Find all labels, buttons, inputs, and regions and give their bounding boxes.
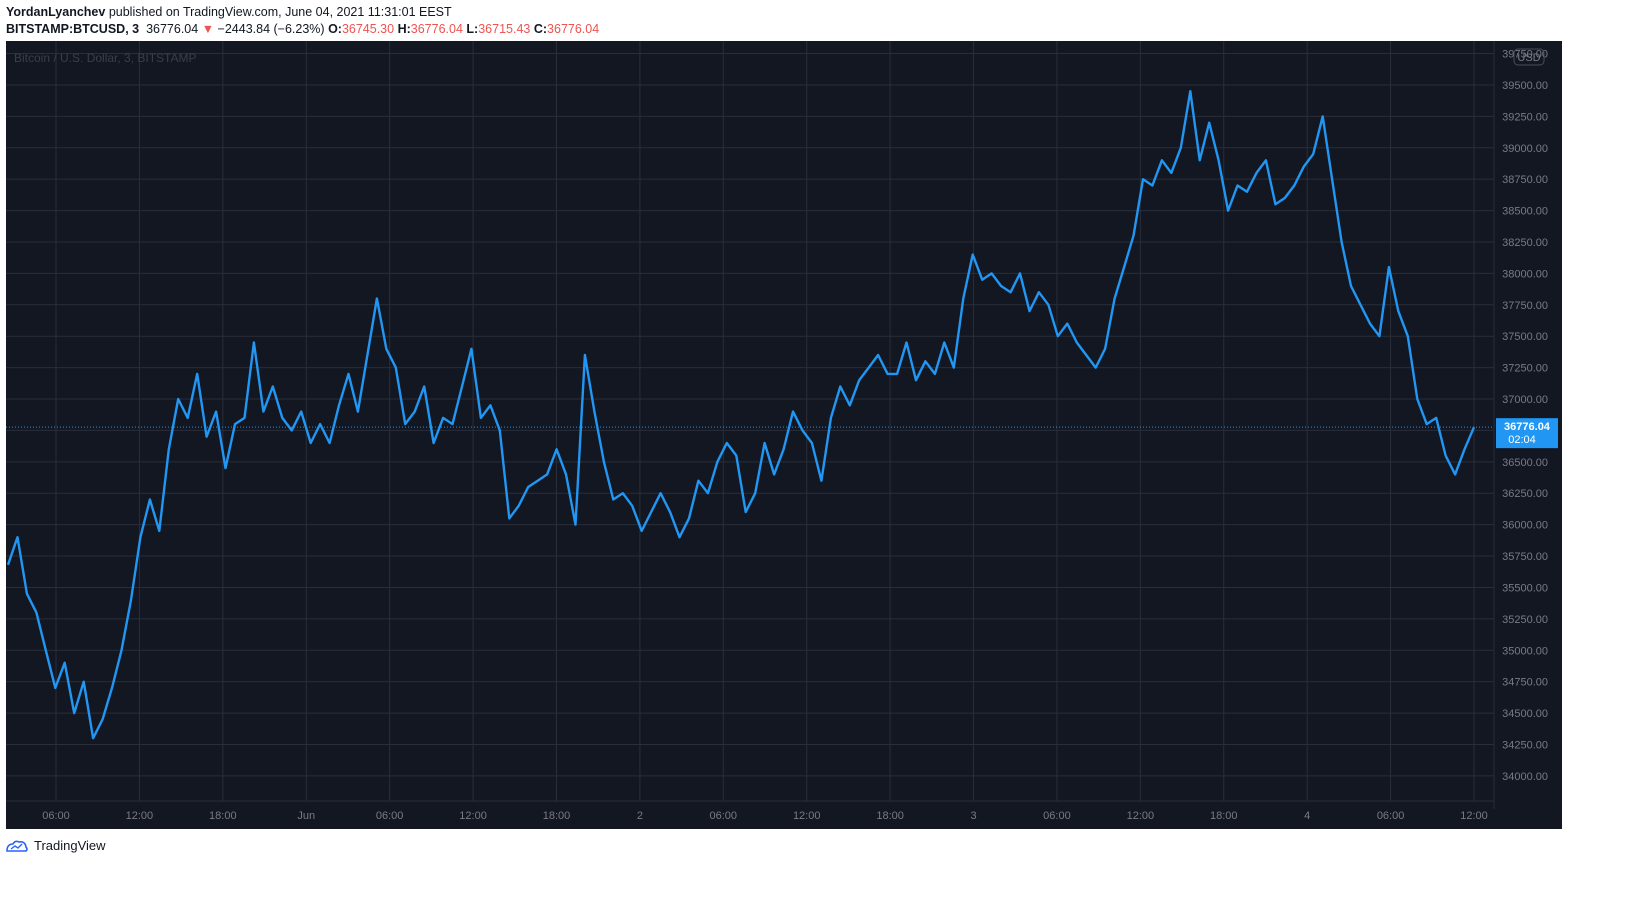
time-tick-label: Jun bbox=[297, 810, 315, 822]
price-tick-label: 37750.00 bbox=[1502, 300, 1548, 312]
price-tag-value: 36776.04 bbox=[1504, 421, 1551, 433]
close-value: 36776.04 bbox=[547, 22, 600, 36]
time-axis[interactable]: 06:00 12:00 18:00 Jun 06:00 12:00 18:00 2 06:00 1… bbox=[42, 810, 1488, 822]
time-tick-label: 06:00 bbox=[710, 810, 738, 822]
currency-label: USD bbox=[1517, 52, 1540, 64]
price-tick-label: 37500.00 bbox=[1502, 331, 1548, 343]
price-tick-label: 34000.00 bbox=[1502, 771, 1548, 783]
price-tick-label: 38750.00 bbox=[1502, 174, 1548, 186]
price-tag-box bbox=[1496, 418, 1558, 449]
time-tick-label: 3 bbox=[970, 810, 976, 822]
publish-info: YordanLyanchev published on TradingView.… bbox=[6, 5, 452, 19]
price-chart[interactable]: Bitcoin / U.S. Dollar, 3, BITSTAMP 39750… bbox=[6, 41, 1562, 829]
price-tick-label: 35750.00 bbox=[1502, 551, 1548, 563]
tradingview-brand[interactable]: TradingView bbox=[6, 838, 106, 853]
time-tick-label: 18:00 bbox=[209, 810, 237, 822]
price-tick-label: 39000.00 bbox=[1502, 143, 1548, 155]
chart-background bbox=[6, 41, 1562, 829]
low-value: 36715.43 bbox=[478, 22, 531, 36]
low-label: L: bbox=[466, 22, 479, 36]
time-tick-label: 12:00 bbox=[1460, 810, 1488, 822]
price-tag-countdown: 02:04 bbox=[1508, 434, 1536, 446]
down-arrow-icon: ▼ bbox=[201, 22, 215, 36]
ohlc-legend: BITSTAMP:BTCUSD, 3 36776.04 ▼ −2443.84 (… bbox=[6, 22, 599, 36]
time-tick-label: 06:00 bbox=[376, 810, 404, 822]
price-tick-label: 35000.00 bbox=[1502, 645, 1548, 657]
time-tick-label: 12:00 bbox=[1127, 810, 1155, 822]
time-tick-label: 18:00 bbox=[876, 810, 904, 822]
price-tick-label: 36500.00 bbox=[1502, 457, 1548, 469]
price-tick-label: 34250.00 bbox=[1502, 739, 1548, 751]
price-tick-label: 38500.00 bbox=[1502, 206, 1548, 218]
last-price: 36776.04 bbox=[146, 22, 199, 36]
price-tick-label: 36250.00 bbox=[1502, 488, 1548, 500]
author-name[interactable]: YordanLyanchev bbox=[6, 5, 106, 19]
price-tick-label: 39500.00 bbox=[1502, 80, 1548, 92]
open-label: O: bbox=[328, 22, 342, 36]
time-tick-label: 12:00 bbox=[793, 810, 821, 822]
time-tick-label: 18:00 bbox=[1210, 810, 1238, 822]
price-series-line[interactable] bbox=[6, 90, 1476, 740]
open-value: 36745.30 bbox=[341, 22, 395, 36]
time-tick-label: 06:00 bbox=[42, 810, 70, 822]
symbol-label[interactable]: BITSTAMP:BTCUSD, 3 bbox=[6, 22, 140, 36]
grid-lines bbox=[6, 41, 1494, 801]
time-tick-label: 12:00 bbox=[459, 810, 487, 822]
time-tick-label: 06:00 bbox=[1377, 810, 1405, 822]
time-tick-label: 4 bbox=[1304, 810, 1310, 822]
chart-watermark: Bitcoin / U.S. Dollar, 3, BITSTAMP bbox=[14, 51, 197, 65]
price-tick-label: 37000.00 bbox=[1502, 394, 1548, 406]
time-tick-label: 18:00 bbox=[543, 810, 571, 822]
time-tick-label: 12:00 bbox=[126, 810, 154, 822]
price-tick-label: 39250.00 bbox=[1502, 111, 1548, 123]
price-tick-label: 36000.00 bbox=[1502, 520, 1548, 532]
close-label: C: bbox=[533, 22, 548, 36]
currency-badge[interactable]: USD bbox=[1513, 48, 1545, 66]
high-label: H: bbox=[397, 22, 411, 36]
time-tick-label: 06:00 bbox=[1043, 810, 1071, 822]
time-tick-label: 2 bbox=[637, 810, 643, 822]
price-tick-label: 37250.00 bbox=[1502, 363, 1548, 375]
price-tick-label: 35250.00 bbox=[1502, 614, 1548, 626]
high-value: 36776.04 bbox=[410, 22, 463, 36]
brand-label: TradingView bbox=[34, 838, 106, 853]
price-change: −2443.84 (−6.23%) bbox=[217, 22, 325, 36]
published-text: published on TradingView.com, June 04, 2… bbox=[108, 5, 452, 19]
price-tick-label: 34500.00 bbox=[1502, 708, 1548, 720]
price-tick-label: 35500.00 bbox=[1502, 582, 1548, 594]
price-tick-label: 38250.00 bbox=[1502, 237, 1548, 249]
price-tick-label: 38000.00 bbox=[1502, 268, 1548, 280]
price-tick-label: 34750.00 bbox=[1502, 677, 1548, 689]
tradingview-logo-icon bbox=[6, 840, 28, 852]
